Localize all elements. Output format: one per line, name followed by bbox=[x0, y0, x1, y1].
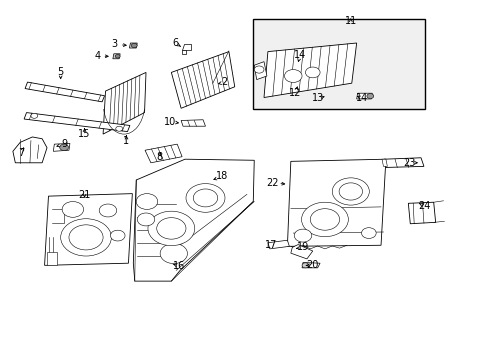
Polygon shape bbox=[287, 159, 385, 246]
Polygon shape bbox=[181, 120, 205, 126]
Circle shape bbox=[99, 204, 117, 217]
Circle shape bbox=[61, 219, 111, 256]
Polygon shape bbox=[145, 144, 182, 163]
Text: 24: 24 bbox=[417, 201, 429, 211]
Text: 3: 3 bbox=[111, 40, 117, 49]
Text: 16: 16 bbox=[172, 261, 184, 271]
Polygon shape bbox=[25, 82, 104, 102]
Polygon shape bbox=[182, 50, 185, 54]
Polygon shape bbox=[47, 252, 57, 265]
Polygon shape bbox=[103, 72, 146, 134]
Text: 1: 1 bbox=[123, 136, 129, 146]
Circle shape bbox=[69, 225, 103, 250]
Polygon shape bbox=[182, 44, 190, 50]
Text: 14: 14 bbox=[293, 50, 305, 60]
Text: 9: 9 bbox=[61, 139, 67, 149]
Polygon shape bbox=[24, 113, 130, 132]
Polygon shape bbox=[381, 159, 386, 166]
Circle shape bbox=[160, 243, 187, 264]
Circle shape bbox=[137, 213, 155, 226]
Circle shape bbox=[60, 144, 68, 150]
Polygon shape bbox=[264, 43, 356, 98]
Circle shape bbox=[338, 183, 362, 200]
Circle shape bbox=[131, 43, 137, 48]
Text: 6: 6 bbox=[172, 38, 178, 48]
Polygon shape bbox=[407, 202, 435, 224]
Text: 5: 5 bbox=[58, 67, 63, 77]
Text: 14: 14 bbox=[356, 93, 368, 103]
Circle shape bbox=[284, 69, 302, 82]
Polygon shape bbox=[113, 54, 120, 59]
Text: 11: 11 bbox=[344, 16, 356, 26]
Circle shape bbox=[185, 184, 224, 212]
Text: 19: 19 bbox=[296, 242, 308, 252]
Circle shape bbox=[301, 202, 347, 237]
Polygon shape bbox=[302, 262, 320, 268]
Text: 21: 21 bbox=[78, 190, 91, 201]
Text: 17: 17 bbox=[264, 239, 277, 249]
Text: 23: 23 bbox=[402, 158, 415, 168]
Polygon shape bbox=[129, 43, 137, 48]
Text: 2: 2 bbox=[221, 77, 227, 87]
Text: 12: 12 bbox=[288, 88, 301, 98]
Polygon shape bbox=[254, 62, 266, 80]
Circle shape bbox=[254, 66, 264, 73]
Circle shape bbox=[116, 126, 122, 131]
Text: 4: 4 bbox=[94, 51, 100, 61]
Circle shape bbox=[305, 67, 320, 78]
Circle shape bbox=[62, 202, 83, 217]
Text: 10: 10 bbox=[164, 117, 176, 127]
Text: 15: 15 bbox=[78, 129, 91, 139]
Polygon shape bbox=[44, 194, 132, 265]
Text: 18: 18 bbox=[216, 171, 228, 181]
Circle shape bbox=[115, 54, 120, 58]
Circle shape bbox=[294, 229, 311, 242]
Polygon shape bbox=[267, 240, 289, 249]
Circle shape bbox=[331, 178, 368, 205]
Polygon shape bbox=[133, 159, 254, 281]
Polygon shape bbox=[356, 93, 371, 99]
Polygon shape bbox=[13, 137, 47, 163]
Circle shape bbox=[157, 218, 185, 239]
Polygon shape bbox=[383, 158, 423, 167]
Polygon shape bbox=[290, 244, 312, 259]
Text: 7: 7 bbox=[18, 148, 24, 158]
Circle shape bbox=[361, 228, 375, 238]
Circle shape bbox=[366, 94, 373, 99]
Circle shape bbox=[148, 211, 194, 246]
Circle shape bbox=[302, 263, 308, 268]
Circle shape bbox=[310, 209, 339, 230]
Text: 13: 13 bbox=[311, 93, 323, 103]
Circle shape bbox=[136, 194, 158, 210]
Polygon shape bbox=[171, 51, 234, 108]
Text: 22: 22 bbox=[266, 178, 279, 188]
Text: 8: 8 bbox=[156, 152, 162, 162]
Polygon shape bbox=[53, 143, 70, 151]
Circle shape bbox=[31, 113, 38, 118]
Circle shape bbox=[193, 189, 217, 207]
Text: 20: 20 bbox=[306, 260, 318, 270]
Circle shape bbox=[110, 230, 125, 241]
Bar bbox=[253, 19, 424, 109]
